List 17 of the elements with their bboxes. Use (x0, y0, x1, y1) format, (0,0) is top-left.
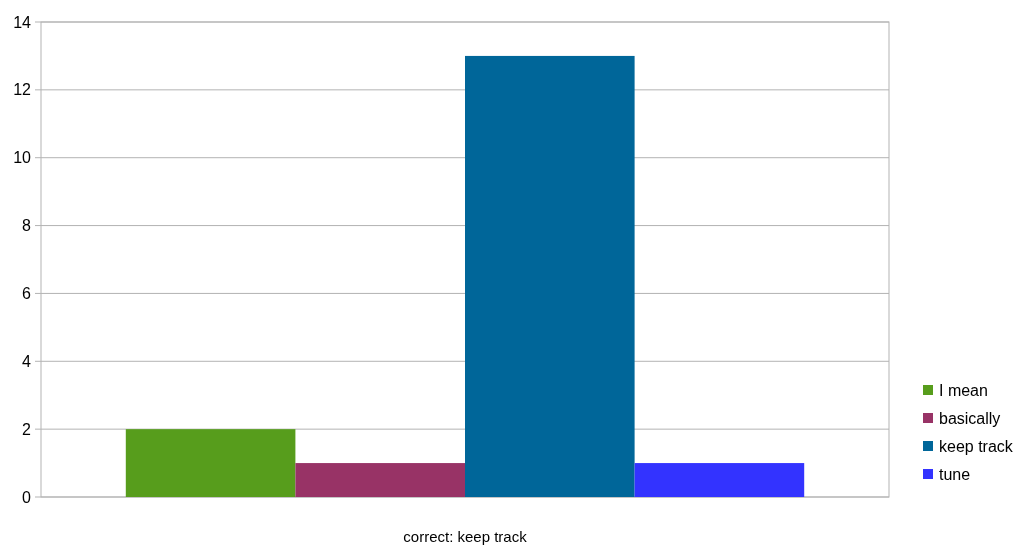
y-tick-label: 4 (22, 352, 32, 370)
y-tick-label: 12 (13, 81, 32, 99)
y-tick-label: 2 (22, 420, 32, 438)
x-tick-label: correct: keep track (403, 528, 528, 545)
legend-label: I mean (939, 381, 988, 399)
legend-label: basically (939, 409, 1001, 427)
y-tick-label: 10 (13, 149, 32, 167)
bar (634, 463, 805, 497)
y-tick-label: 14 (13, 13, 32, 31)
y-tick-label: 8 (22, 217, 32, 235)
legend-label: tune (939, 465, 971, 483)
legend-label: keep track (939, 437, 1014, 455)
y-tick-label: 0 (22, 488, 32, 506)
bar (295, 463, 465, 497)
y-tick-label: 6 (22, 285, 32, 303)
bar (125, 429, 296, 497)
bar (465, 55, 635, 497)
